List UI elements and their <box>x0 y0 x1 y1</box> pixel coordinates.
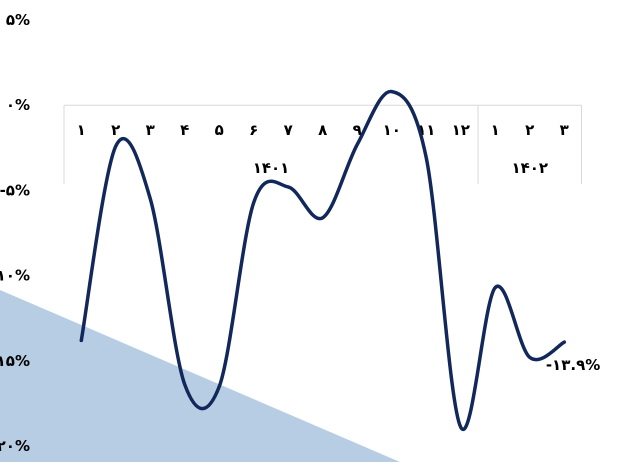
y-axis-tick-labels: ۵% ۰% -۵% -۱۰% -۱۵% -۲۰% <box>0 11 30 455</box>
y-tick-label: ۰% <box>6 96 30 114</box>
x-tick-label: ۱۰ <box>383 121 401 139</box>
series-layer <box>79 89 567 432</box>
y-tick-label: -۱۵% <box>0 352 30 370</box>
x-tick-label: ۶ <box>249 121 258 139</box>
x-tick-label: ۳ <box>560 121 569 139</box>
x-tick-label: ۱۲ <box>452 121 470 139</box>
axes <box>63 104 582 184</box>
x-tick-label: ۳ <box>146 121 155 139</box>
x-tick-label: ۸ <box>318 121 327 139</box>
y-tick-label: -۲۰% <box>0 437 30 455</box>
y-tick-label: ۵% <box>6 11 30 29</box>
x-tick-label: ۲ <box>111 121 120 139</box>
x-axis-group-labels: ۱۴۰۱ ۱۴۰۲ <box>253 159 548 177</box>
x-tick-label: ۷ <box>284 121 293 139</box>
background-decoration <box>0 290 400 462</box>
x-tick-label: ۱ <box>77 121 86 139</box>
x-group-label: ۱۴۰۱ <box>253 159 290 177</box>
series-line <box>79 89 567 432</box>
y-tick-label: -۱۰% <box>0 267 30 285</box>
x-tick-label: ۱ <box>491 121 500 139</box>
y-tick-label: -۵% <box>0 181 30 199</box>
data-labels: -۱۳.۹% <box>546 356 600 374</box>
x-tick-label: ۹ <box>353 121 362 139</box>
x-tick-label: ۴ <box>180 121 189 139</box>
x-axis-tick-labels: ۱ ۲ ۳ ۴ ۵ ۶ ۷ ۸ ۹ ۱۰ ۱۱ ۱۲ ۱ ۲ ۳ <box>77 121 569 139</box>
x-tick-label: ۵ <box>215 121 224 139</box>
x-group-label: ۱۴۰۲ <box>511 159 548 177</box>
data-label: -۱۳.۹% <box>546 356 600 374</box>
x-tick-label: ۲ <box>525 121 534 139</box>
